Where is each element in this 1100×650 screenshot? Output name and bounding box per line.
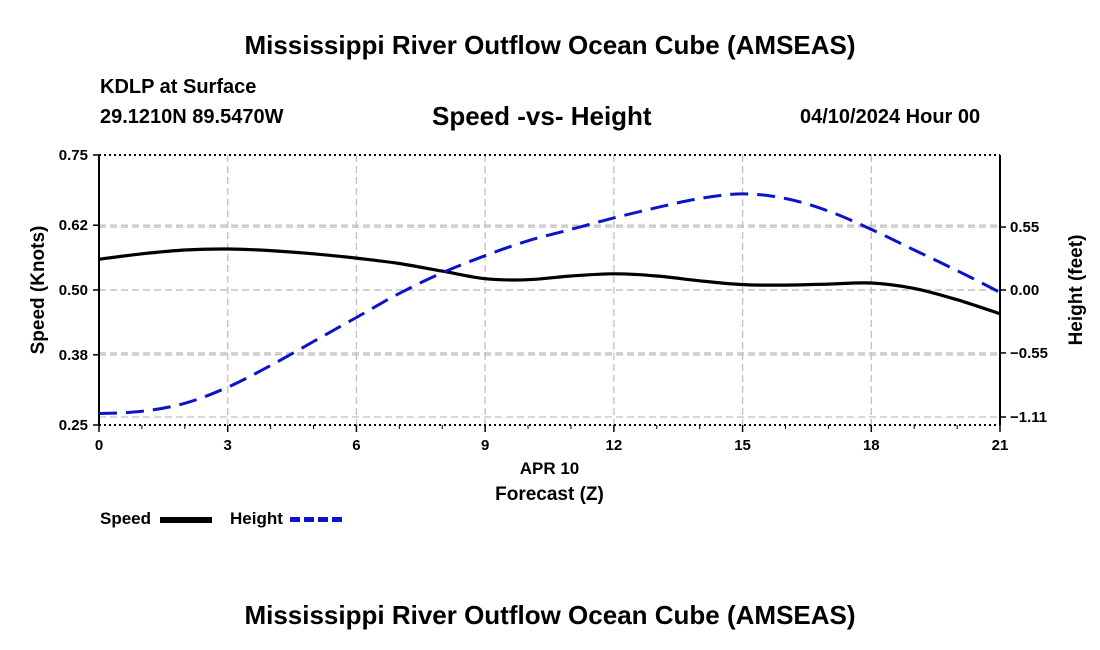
- legend-height-swatch: [290, 517, 342, 522]
- right-tick-label: 0.00: [1010, 282, 1039, 299]
- x-tick-label: 0: [95, 437, 103, 454]
- x-tick-label: 3: [224, 437, 232, 454]
- left-tick-label: 0.38: [59, 347, 88, 364]
- x-tick-label: 21: [992, 437, 1009, 454]
- left-axis-title: Speed (Knots): [28, 226, 49, 355]
- x-axis-title: Forecast (Z): [495, 484, 604, 505]
- coordinates-label: 29.1210N 89.5470W: [100, 106, 284, 128]
- right-tick-label: 0.55: [1010, 219, 1039, 236]
- series-speed-line: [98, 247, 1001, 316]
- x-tick-label: 6: [352, 437, 360, 454]
- x-tick-label: 12: [606, 437, 623, 454]
- datetime-label: 04/10/2024 Hour 00: [800, 106, 981, 128]
- left-tick-label: 0.50: [59, 282, 88, 299]
- left-tick-label: 0.25: [59, 417, 88, 434]
- right-tick-label: −1.11: [1010, 409, 1047, 426]
- station-label: KDLP at Surface: [100, 76, 257, 98]
- x-axis-date-label: APR 10: [520, 459, 580, 478]
- x-tick-label: 9: [481, 437, 489, 454]
- series-height-line: [98, 192, 1001, 416]
- x-tick-label: 18: [863, 437, 880, 454]
- footer-title: Mississippi River Outflow Ocean Cube (AM…: [244, 600, 856, 630]
- right-tick-label: −0.55: [1010, 345, 1048, 362]
- legend-height-label: Height: [230, 509, 283, 528]
- chart-subtitle: Speed -vs- Height: [432, 101, 652, 131]
- chart-title: Mississippi River Outflow Ocean Cube (AM…: [244, 30, 856, 60]
- left-tick-label: 0.62: [59, 217, 88, 234]
- legend-speed-label: Speed: [100, 509, 152, 528]
- left-tick-label: 0.75: [59, 147, 88, 164]
- legend-speed-swatch: [160, 517, 212, 523]
- right-axis-title: Height (feet): [1066, 235, 1087, 346]
- x-tick-label: 15: [734, 437, 751, 454]
